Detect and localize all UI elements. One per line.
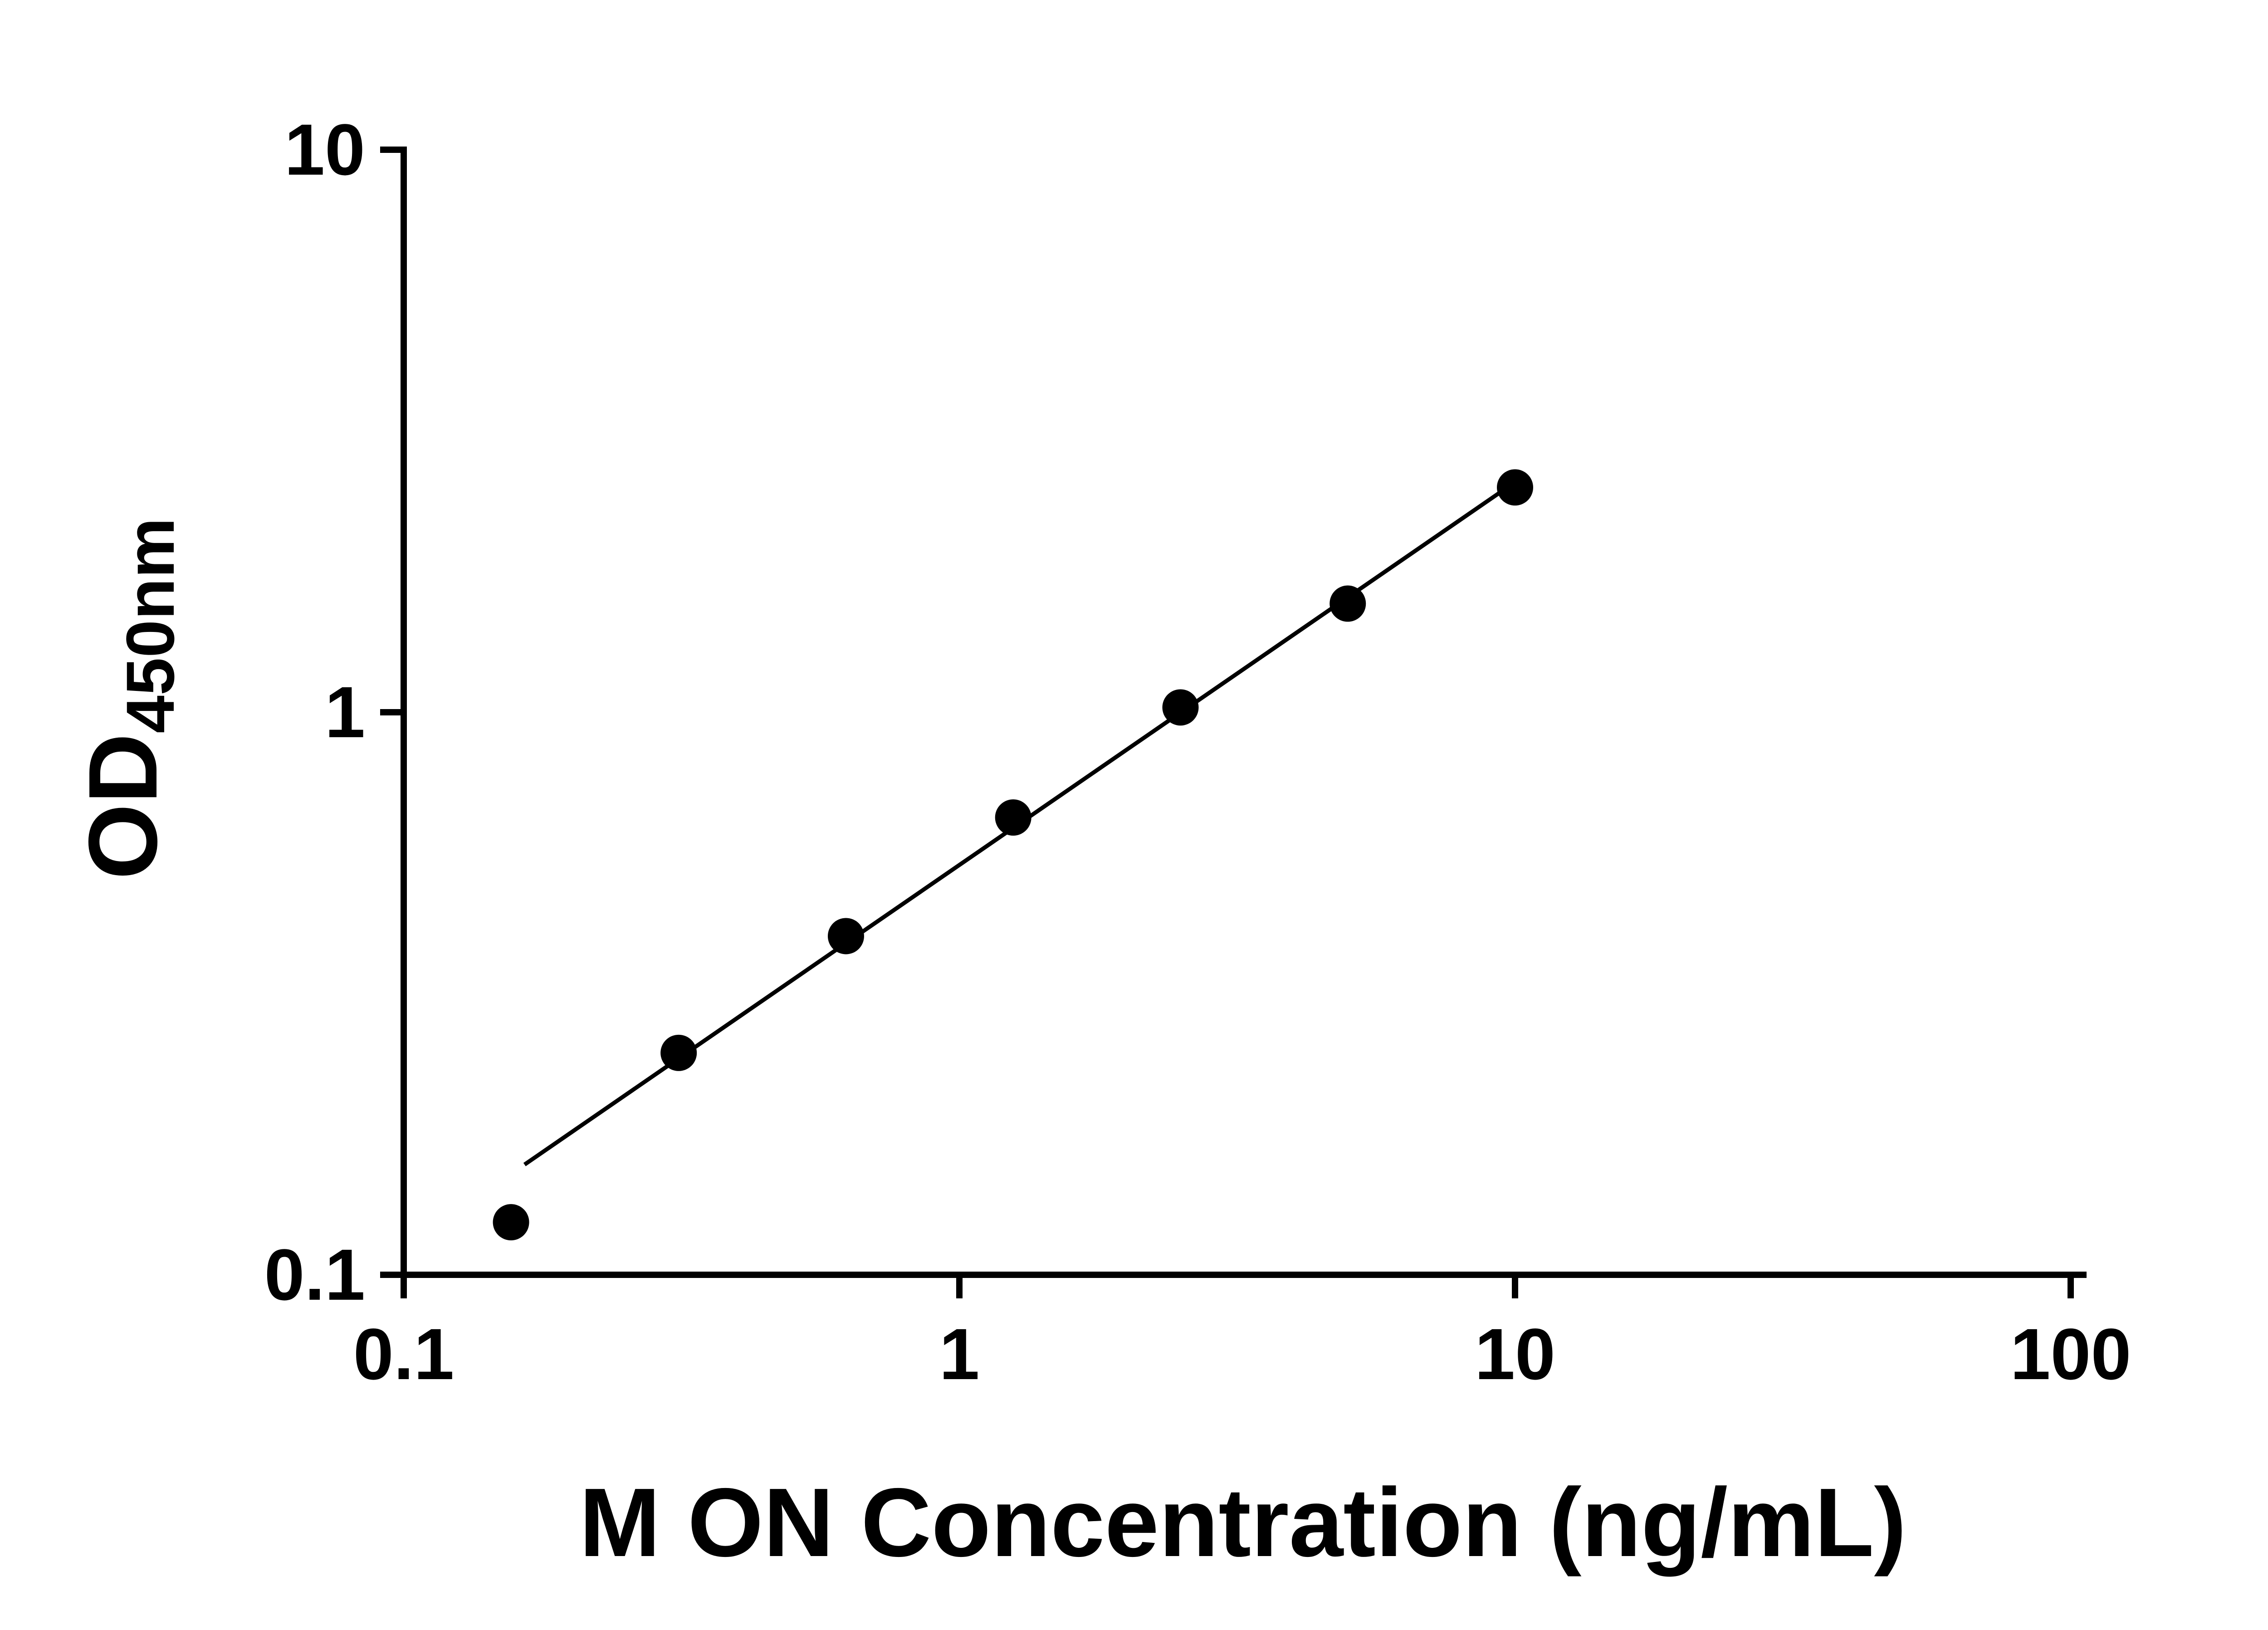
y-axis-title-main: OD [68, 733, 177, 880]
x-tick-label: 10 [1475, 1313, 1555, 1395]
x-tick-label: 0.1 [353, 1313, 454, 1395]
data-point [995, 799, 1031, 836]
x-axis-title: M ON Concentration (ng/mL) [579, 1468, 1906, 1577]
x-tick-label: 1 [939, 1313, 980, 1395]
y-tick-label: 1 [325, 671, 365, 753]
y-tick-label: 0.1 [264, 1234, 365, 1315]
data-point [1162, 689, 1199, 726]
data-point [1330, 585, 1366, 622]
y-axis-title: OD450nm [68, 518, 188, 880]
data-point [660, 1034, 697, 1071]
data-point [493, 1204, 529, 1241]
x-tick-label: 100 [2010, 1313, 2131, 1395]
y-tick-label: 10 [284, 109, 365, 190]
plot-area: 0.1 1 10 100 0.1 1 10 [264, 109, 2131, 1395]
y-axis-title-subscript: 450nm [112, 518, 188, 733]
data-point [827, 918, 864, 955]
data-point [1497, 469, 1533, 506]
